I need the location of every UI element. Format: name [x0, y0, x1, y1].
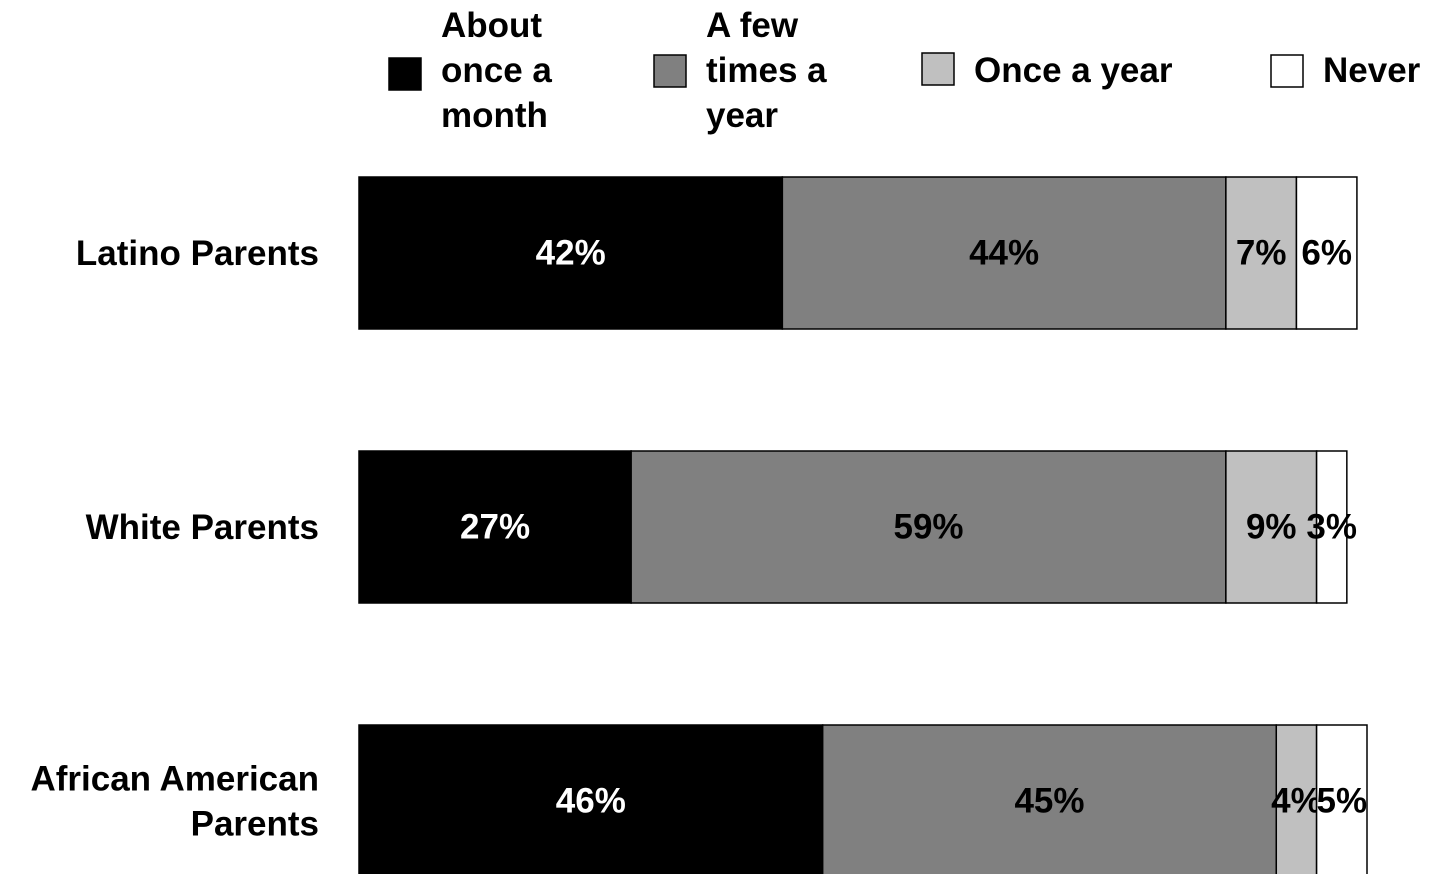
category-axis-labels: Latino Parents White Parents African Ameri…: [30, 234, 319, 844]
bar-value-label: 42%: [536, 234, 606, 273]
bar-row-african-american-parents: 46% 45% 4%5%: [358, 724, 1368, 874]
category-label-white-parents: White Parents: [86, 508, 319, 547]
bar-value-label: 3%: [1306, 508, 1357, 547]
bar-row-white-parents: 27% 59% 9% 3%: [358, 450, 1357, 604]
legend-swatch: [388, 57, 422, 91]
bar-segment-about-once-a-month: [358, 450, 632, 604]
bar-value-label: 27%: [460, 508, 530, 547]
bar-segment-about-once-a-month: [358, 724, 824, 874]
legend-swatch: [653, 54, 687, 88]
legend-item-never: Never: [1270, 51, 1421, 90]
bar-segment-once-a-year: [1225, 450, 1318, 604]
bar-value-label: 4%: [1271, 782, 1322, 821]
bar-value-label: 5%: [1317, 782, 1368, 821]
chart-legend: About once a month A few times a year Once a y…: [388, 6, 1421, 135]
bar-area: 42% 44% 7% 6% 27% 59% 9% 3% 46% 45% 4%5%: [358, 176, 1368, 874]
legend-label: A few times a year: [706, 6, 827, 135]
bar-value-label: 46%: [556, 782, 626, 821]
bar-segment-once-a-year: [1275, 724, 1318, 874]
legend-item-a-few-times-a-year: A few times a year: [653, 6, 827, 135]
legend-item-once-a-year: Once a year: [921, 51, 1173, 90]
bar-value-label: 9%: [1246, 508, 1297, 547]
legend-item-about-once-a-month: About once a month: [388, 6, 552, 135]
bar-value-label: 45%: [1014, 782, 1084, 821]
legend-swatch: [921, 52, 955, 86]
legend-label: Never: [1323, 51, 1421, 90]
bar-value-label: 44%: [969, 234, 1039, 273]
bar-segment-a-few-times-a-year: [821, 724, 1278, 874]
bar-segment-never: [1315, 724, 1368, 874]
bar-segment-never: [1315, 450, 1348, 604]
bar-value-label: 6%: [1301, 234, 1352, 273]
category-label-african-american-parents: African American Parents: [30, 759, 319, 843]
legend-label: Once a year: [974, 51, 1173, 90]
bar-row-latino-parents: 42% 44% 7% 6%: [358, 176, 1358, 330]
legend-label: About once a month: [441, 6, 552, 135]
bar-segment-never: [1295, 176, 1358, 330]
bar-segment-a-few-times-a-year: [630, 450, 1227, 604]
bar-segment-once-a-year: [1225, 176, 1298, 330]
bar-value-label: 59%: [893, 508, 963, 547]
category-label-latino-parents: Latino Parents: [76, 234, 319, 273]
bar-segment-about-once-a-month: [358, 176, 784, 330]
bar-value-label: 7%: [1236, 234, 1287, 273]
legend-swatch: [1270, 54, 1304, 88]
bar-segment-a-few-times-a-year: [781, 176, 1227, 330]
